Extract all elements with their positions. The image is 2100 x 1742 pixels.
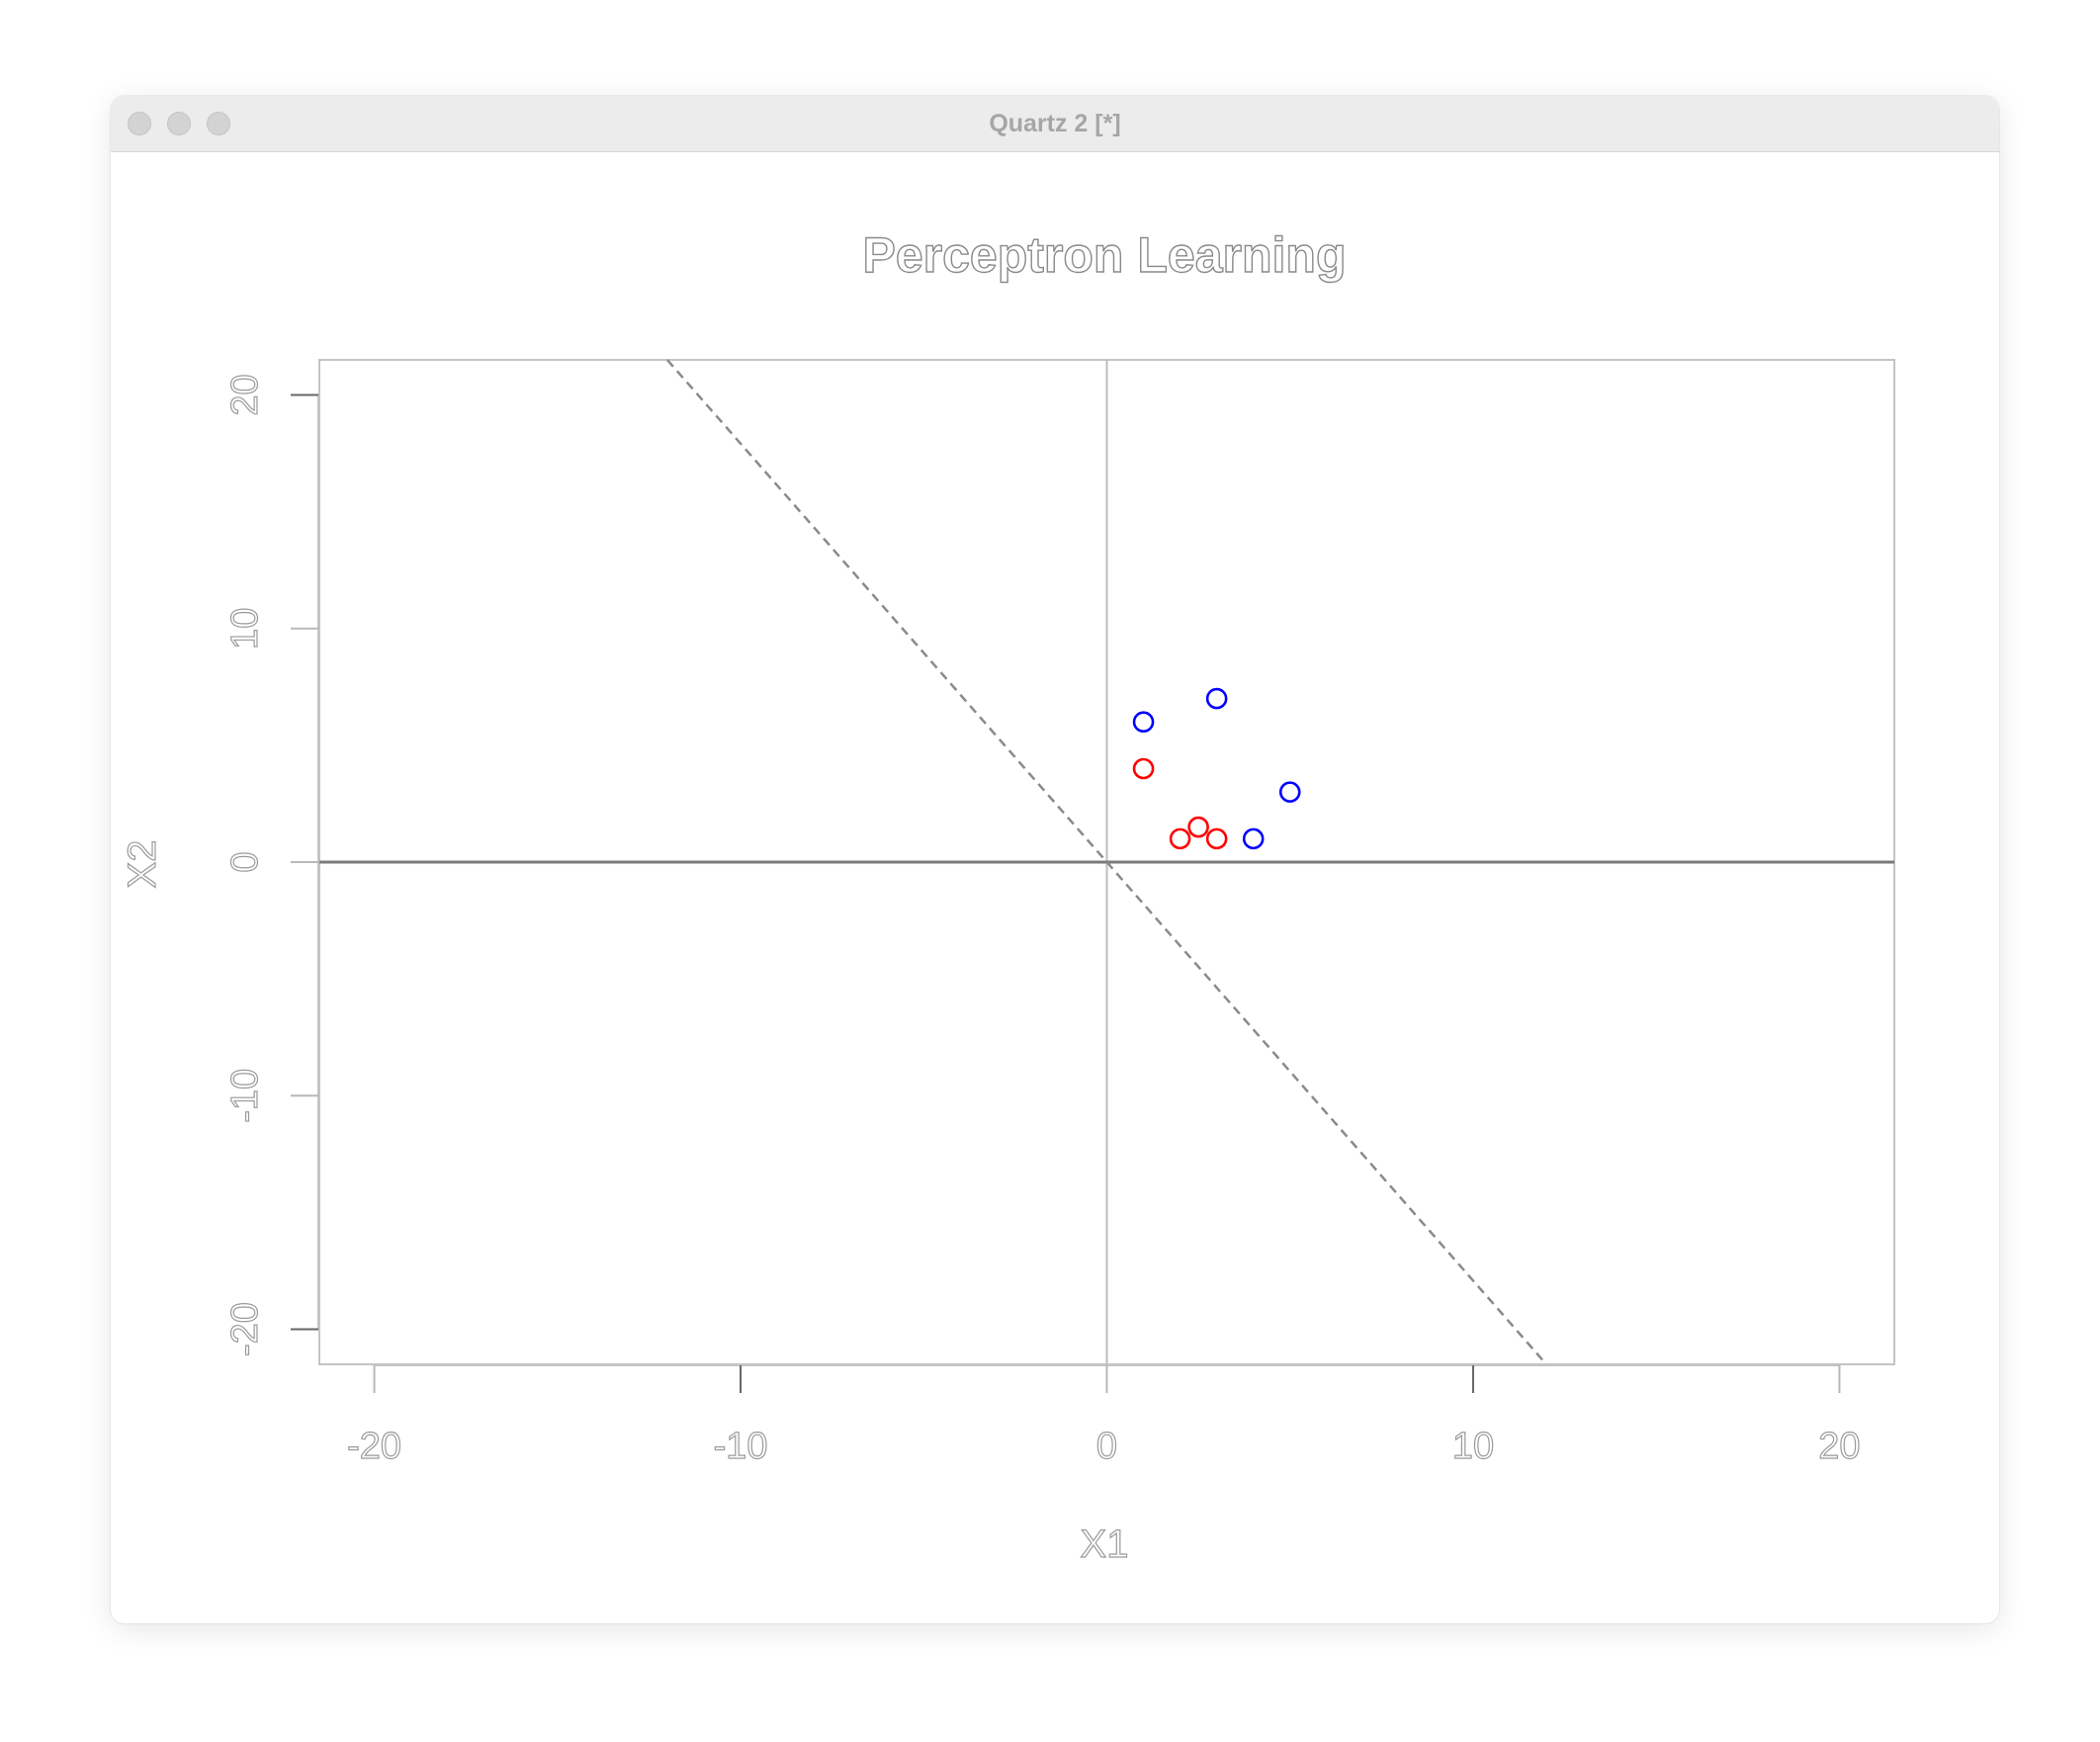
y-tick-label: -10 [224,1069,266,1123]
window-titlebar[interactable]: Quartz 2 [*] [111,96,1999,152]
x-tick-label: 10 [1452,1426,1494,1467]
data-point-series-2 [1278,781,1301,803]
data-point-series-1 [1187,816,1209,838]
data-point-series-1 [1169,827,1191,850]
y-tick-label: 0 [224,851,266,872]
chart-title: Perceptron Learning [863,227,1347,283]
zoom-window-button[interactable] [207,112,230,135]
data-point-series-2 [1242,827,1265,850]
x-tick-label: -10 [714,1426,768,1467]
x-tick-label: 0 [1096,1426,1117,1467]
y-tick-label: 20 [224,374,266,415]
decision-boundary-line [666,359,1547,1365]
x-axis-label: X1 [1081,1523,1129,1566]
data-point-series-2 [1132,711,1155,734]
y-tick-label: -20 [224,1302,266,1356]
data-point-series-1 [1132,757,1155,780]
minimize-window-button[interactable] [167,112,191,135]
y-axis-label: X2 [121,840,164,889]
quartz-window: Quartz 2 [*] [111,96,1999,1623]
x-tick-label: 20 [1818,1426,1860,1467]
data-point-series-2 [1205,687,1228,710]
window-title: Quartz 2 [*] [989,110,1121,137]
y-tick-label: 10 [224,608,266,650]
close-window-button[interactable] [128,112,151,135]
x-tick-label: -20 [347,1426,401,1467]
data-point-series-1 [1205,827,1228,850]
